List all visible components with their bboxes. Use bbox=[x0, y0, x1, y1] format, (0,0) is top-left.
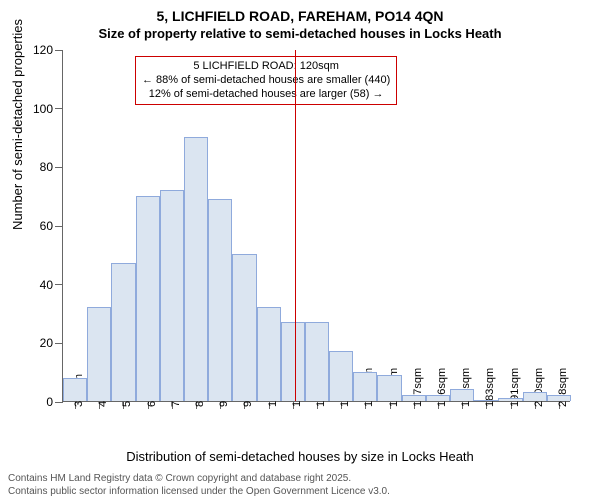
histogram-bar bbox=[305, 322, 329, 401]
x-tick-label: 157sqm bbox=[412, 368, 424, 407]
histogram-bar bbox=[232, 254, 256, 401]
histogram-bar bbox=[474, 400, 498, 401]
y-axis-label: Number of semi-detached properties bbox=[10, 19, 25, 230]
y-tick-label: 60 bbox=[40, 219, 53, 233]
y-tick bbox=[55, 343, 63, 344]
histogram-bar bbox=[160, 190, 184, 401]
histogram-bar bbox=[87, 307, 111, 401]
histogram-bar bbox=[111, 263, 135, 401]
y-tick bbox=[55, 402, 63, 403]
y-tick bbox=[55, 284, 63, 285]
x-tick-label: 200sqm bbox=[533, 368, 545, 407]
annotation-line3: 12% of semi-detached houses are larger (… bbox=[142, 88, 390, 102]
histogram-bar bbox=[208, 199, 232, 401]
histogram-bar bbox=[184, 137, 208, 401]
y-tick-label: 100 bbox=[33, 102, 53, 116]
histogram-bar bbox=[329, 351, 353, 401]
histogram-bar bbox=[523, 392, 547, 401]
y-tick-label: 20 bbox=[40, 336, 53, 350]
histogram-bar bbox=[426, 395, 450, 401]
histogram-bar bbox=[63, 378, 87, 401]
y-tick-label: 80 bbox=[40, 160, 53, 174]
x-axis-label: Distribution of semi-detached houses by … bbox=[0, 449, 600, 464]
histogram-chart: 5, LICHFIELD ROAD, FAREHAM, PO14 4QN Siz… bbox=[0, 0, 600, 500]
y-tick-label: 0 bbox=[46, 395, 53, 409]
x-tick-label: 166sqm bbox=[436, 368, 448, 407]
y-tick bbox=[55, 108, 63, 109]
chart-title-main: 5, LICHFIELD ROAD, FAREHAM, PO14 4QN bbox=[0, 8, 600, 24]
histogram-bar bbox=[281, 322, 305, 401]
histogram-bar bbox=[353, 372, 377, 401]
annotation-line1: 5 LICHFIELD ROAD: 120sqm bbox=[142, 60, 390, 74]
y-tick bbox=[55, 50, 63, 51]
histogram-bar bbox=[450, 389, 474, 401]
y-tick-label: 40 bbox=[40, 278, 53, 292]
x-tick-label: 208sqm bbox=[557, 368, 569, 407]
y-tick bbox=[55, 167, 63, 168]
histogram-bar bbox=[498, 398, 522, 401]
histogram-bar bbox=[136, 196, 160, 401]
x-tick-label: 174sqm bbox=[460, 368, 472, 407]
histogram-bar bbox=[402, 395, 426, 401]
histogram-bar bbox=[257, 307, 281, 401]
chart-title-sub: Size of property relative to semi-detach… bbox=[0, 26, 600, 41]
reference-line bbox=[295, 50, 296, 401]
y-tick bbox=[55, 226, 63, 227]
histogram-bar bbox=[547, 395, 571, 401]
footer-line-2: Contains public sector information licen… bbox=[8, 486, 390, 497]
annotation-line2: ← 88% of semi-detached houses are smalle… bbox=[142, 74, 390, 88]
x-tick-label: 191sqm bbox=[509, 368, 521, 407]
plot-area: 5 LICHFIELD ROAD: 120sqm ← 88% of semi-d… bbox=[62, 50, 570, 402]
histogram-bar bbox=[377, 375, 401, 401]
x-tick-label: 183sqm bbox=[484, 368, 496, 407]
y-tick-label: 120 bbox=[33, 43, 53, 57]
annotation-box: 5 LICHFIELD ROAD: 120sqm ← 88% of semi-d… bbox=[135, 56, 397, 105]
footer-line-1: Contains HM Land Registry data © Crown c… bbox=[8, 473, 351, 484]
